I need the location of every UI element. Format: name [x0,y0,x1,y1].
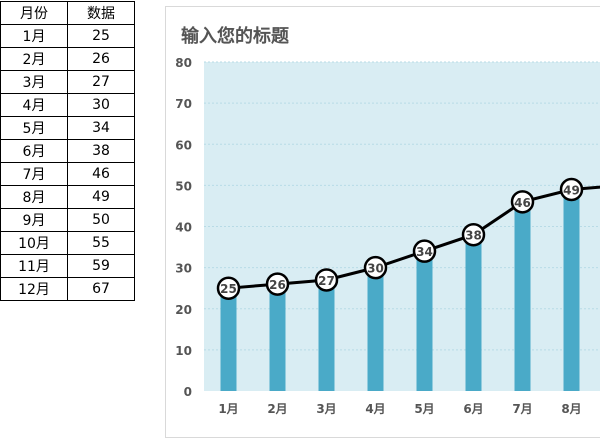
bar [319,280,335,391]
x-tick-label: 2月 [267,402,287,416]
bar [221,288,237,391]
data-label: 38 [465,229,482,243]
x-tick-label: 1月 [218,402,238,416]
data-label: 49 [563,183,580,197]
y-tick-label: 70 [175,97,192,111]
x-tick-label: 3月 [316,402,336,416]
data-label: 27 [318,274,335,288]
bar [564,189,580,391]
data-label: 25 [220,282,237,296]
y-tick-label: 20 [175,303,192,317]
y-tick-label: 50 [175,179,192,193]
bar [270,284,286,391]
y-tick-label: 10 [175,344,192,358]
y-tick-label: 80 [175,56,192,70]
data-label: 46 [514,196,531,210]
x-tick-label: 5月 [414,402,434,416]
y-tick-label: 0 [184,385,192,399]
y-tick-label: 30 [175,262,192,276]
bar [466,235,482,391]
bar [417,251,433,391]
x-tick-label: 4月 [365,402,385,416]
bar [368,268,384,391]
y-tick-label: 40 [175,221,192,235]
x-tick-label: 6月 [463,402,483,416]
x-tick-label: 7月 [512,402,532,416]
data-label: 30 [367,262,384,276]
chart: 010203040506070801月2月3月4月5月6月7月8月9月10月11… [0,0,600,423]
data-label: 26 [269,278,286,292]
data-label: 34 [416,245,433,259]
bar [515,202,531,391]
y-tick-label: 60 [175,138,192,152]
x-tick-label: 8月 [561,402,581,416]
